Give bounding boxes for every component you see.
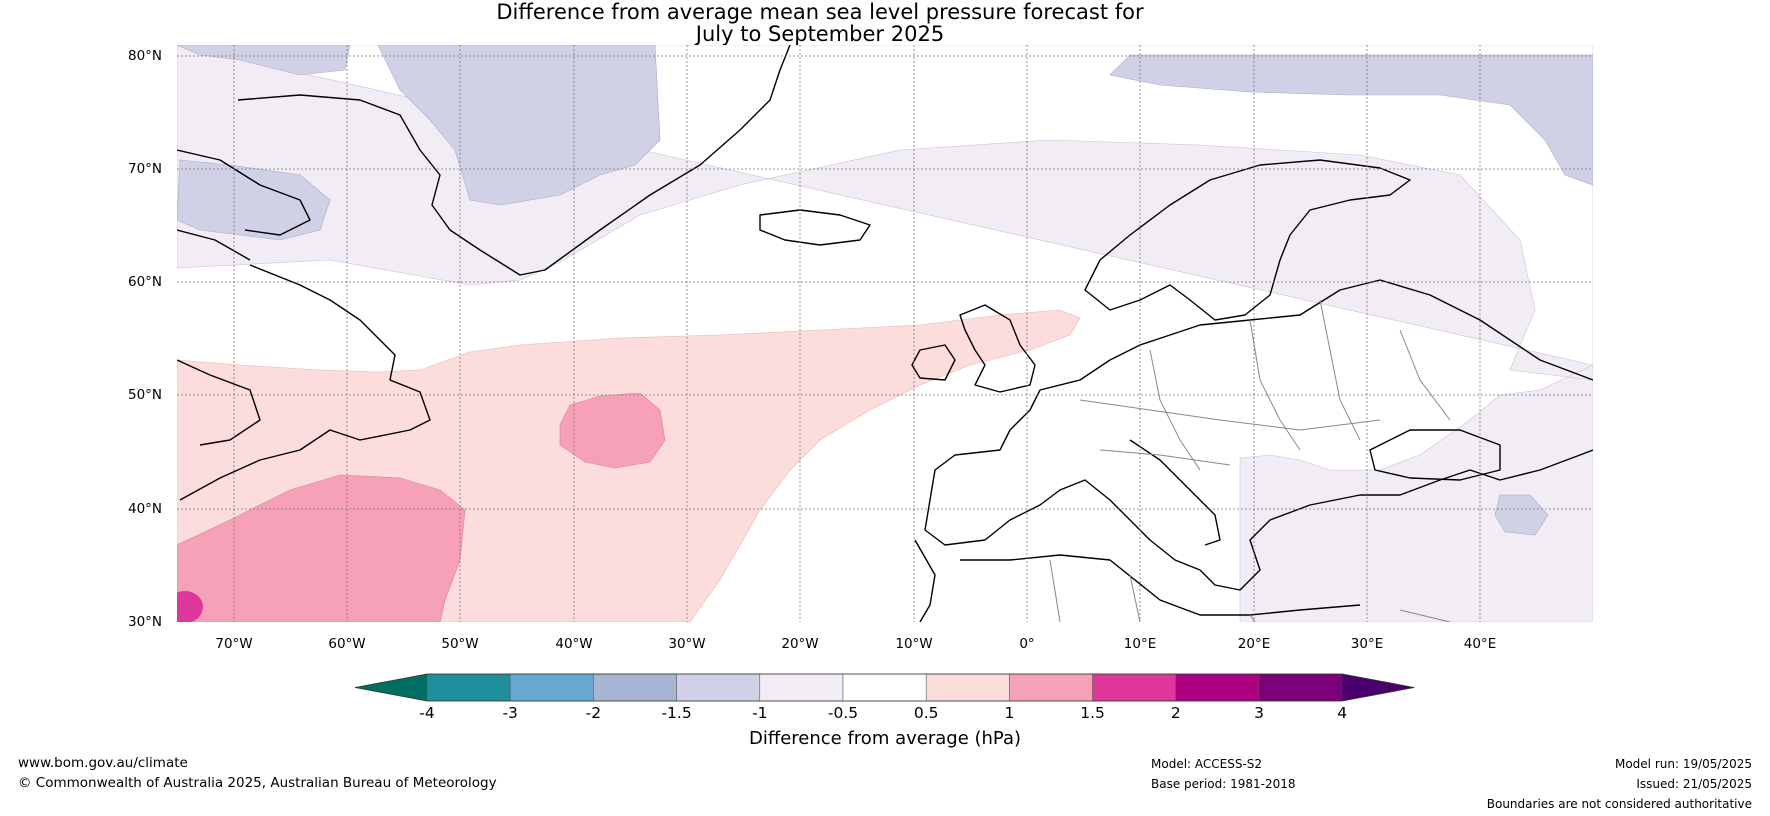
colorbar-tick-label: 2	[1170, 704, 1181, 722]
lon-label-60w: 60°W	[328, 636, 366, 652]
lat-label-40n: 40°N	[128, 501, 163, 517]
colorbar-label: Difference from average (hPa)	[748, 728, 1022, 749]
map-title-line-2: July to September 2025	[695, 22, 945, 46]
colorbar-tick-label: -2	[585, 704, 602, 722]
anomaly-region-neg-1	[1494, 494, 1549, 536]
colorbar-tick-label: -1.5	[661, 704, 692, 722]
colorbar-box	[509, 673, 594, 702]
disclaimer-text: Boundaries are not considered authoritat…	[1486, 797, 1752, 811]
colorbar-tick-label: 1	[1004, 704, 1015, 722]
lon-label-50w: 50°W	[441, 636, 479, 652]
lat-label-80n: 80°N	[128, 48, 163, 64]
lon-label-30w: 30°W	[668, 636, 706, 652]
colorbar-tick-label: -1	[752, 704, 768, 722]
website-text: www.bom.gov.au/climate	[18, 755, 188, 771]
anomaly-region-pos-1	[177, 474, 466, 622]
colorbar-tick-label: -4	[419, 704, 435, 722]
anomaly-region-neg-1	[177, 159, 331, 241]
colorbar-box	[842, 673, 927, 702]
colorbar-tick-label: -3	[502, 704, 518, 722]
colorbar-box	[1009, 673, 1093, 702]
copyright-text: © Commonwealth of Australia 2025, Austra…	[18, 775, 497, 791]
model-run-text: Model run: 19/05/2025	[1614, 757, 1752, 771]
colorbar-box	[426, 673, 511, 702]
lon-label-40w: 40°W	[555, 636, 593, 652]
colorbar-box	[1175, 673, 1260, 702]
base-period-text: Base period: 1981-2018	[1151, 777, 1296, 791]
colorbar-box	[759, 673, 844, 702]
lon-label-40e: 40°E	[1463, 636, 1497, 652]
colorbar-tick-label: 3	[1254, 704, 1264, 722]
colorbar-tick-label: 1.5	[1080, 704, 1105, 722]
graticule	[177, 45, 1593, 622]
colorbar-extend-low	[355, 674, 427, 701]
lon-label-10e: 10°E	[1123, 636, 1157, 652]
anomaly-region-pos-1	[559, 392, 666, 469]
lat-label-50n: 50°N	[128, 387, 163, 403]
lat-label-30n: 30°N	[128, 614, 163, 630]
lon-label-30e: 30°E	[1350, 636, 1384, 652]
colorbar-extend-high	[1342, 674, 1415, 701]
colorbar-tick-label: -0.5	[827, 704, 859, 722]
colorbar-tick-label: 4	[1337, 704, 1348, 722]
lon-label-20w: 20°W	[781, 636, 819, 652]
colorbar-box	[1258, 673, 1343, 702]
lon-label-10w: 10°W	[895, 636, 933, 652]
colorbar	[354, 673, 1415, 702]
colorbar-box	[1092, 673, 1177, 702]
lat-label-70n: 70°N	[128, 161, 163, 177]
model-text: Model: ACCESS-S2	[1151, 757, 1263, 771]
colorbar-box	[925, 673, 1010, 702]
coastlines	[177, 45, 1593, 622]
colorbar-box	[593, 673, 677, 702]
issued-text: Issued: 21/05/2025	[1636, 777, 1752, 791]
colorbar-tick-label: 0.5	[913, 704, 939, 722]
lat-label-60n: 60°N	[128, 274, 163, 290]
anomaly-region-neg-1	[177, 45, 351, 76]
lon-label-20e: 20°E	[1237, 636, 1271, 652]
lon-label-70w: 70°W	[215, 636, 253, 652]
colorbar-outline	[354, 673, 1415, 702]
colorbar-box	[676, 673, 761, 702]
country-borders	[1049, 299, 1451, 622]
anomaly-region-pos-1-5	[177, 591, 203, 622]
pressure-anomaly-map	[177, 45, 1593, 622]
anomaly-region-neg-1	[1109, 54, 1593, 186]
anomaly-region-neg-1	[377, 45, 661, 206]
lon-label-0: 0°	[1019, 636, 1035, 652]
map-title-line-1: Difference from average mean sea level p…	[496, 0, 1144, 24]
